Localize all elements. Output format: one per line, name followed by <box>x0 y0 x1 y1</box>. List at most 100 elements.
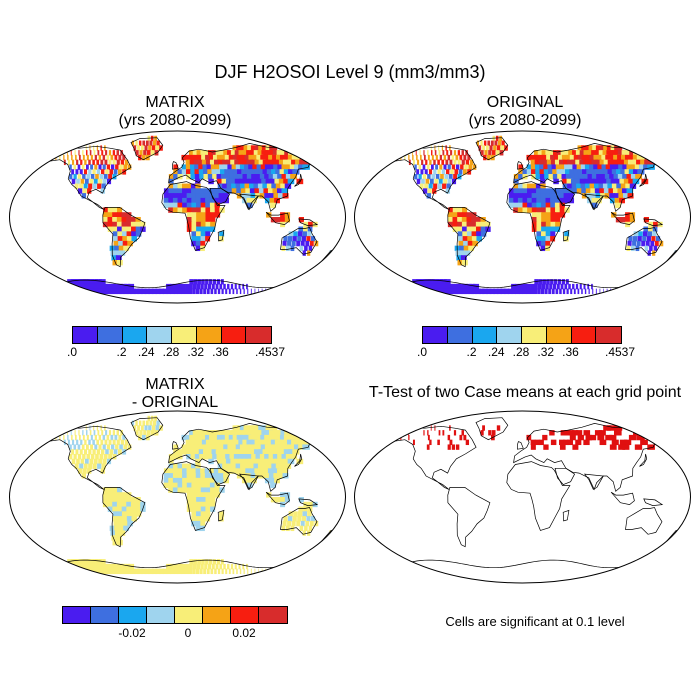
matrix-title-line1: MATRIX <box>145 94 205 111</box>
grid-cell <box>435 154 438 161</box>
grid-cell <box>73 444 77 450</box>
colorbar-matrix-ticks: .0.2.24.28.32.36.4537 <box>67 345 285 361</box>
grid-cell <box>457 212 463 218</box>
grid-cell <box>51 563 61 570</box>
grid-cell <box>575 178 582 185</box>
grid-cell <box>513 188 519 194</box>
grid-cell <box>256 164 264 170</box>
grid-cell <box>625 183 632 189</box>
grid-cell <box>603 188 610 194</box>
coastline <box>506 461 571 531</box>
grid-cell <box>404 283 414 290</box>
coastline <box>217 229 225 242</box>
coastline <box>643 498 664 506</box>
grid-cell <box>82 150 84 156</box>
grid-cell <box>204 468 211 474</box>
grid-cell <box>531 207 538 213</box>
grid-cell <box>284 497 291 503</box>
grid-cell <box>295 439 303 446</box>
grid-cell <box>104 439 108 446</box>
grid-cell <box>196 221 202 228</box>
grid-cell <box>270 439 278 446</box>
grid-cell <box>108 283 116 290</box>
grid-cell <box>556 169 563 175</box>
grid-cell <box>531 183 537 189</box>
grid-cell <box>112 492 118 498</box>
grid-cell <box>122 240 129 247</box>
grid-cell <box>264 193 271 199</box>
grid-cell <box>109 449 114 455</box>
grid-cell <box>264 477 271 484</box>
grid-cell <box>526 183 533 189</box>
grid-cell <box>241 449 248 455</box>
grid-cell <box>193 439 199 446</box>
grid-cell <box>213 468 220 474</box>
colorbar-swatch <box>246 327 271 343</box>
grid-cell <box>229 174 236 180</box>
grid-cell <box>121 217 127 223</box>
grid-cell <box>223 164 230 170</box>
grid-cell <box>420 154 422 161</box>
antarctica-coastline <box>43 559 318 569</box>
grid-cell <box>80 159 83 166</box>
grid-cell <box>191 207 197 213</box>
grid-cell <box>227 430 234 436</box>
grid-cell <box>254 449 261 455</box>
grid-cell <box>540 178 546 185</box>
grid-cell <box>100 159 104 166</box>
grid-cell <box>56 288 66 295</box>
grid-cell <box>631 288 634 295</box>
grid-cell <box>100 425 102 431</box>
grid-cell <box>69 454 73 460</box>
grid-cell <box>218 477 225 484</box>
grid-cell <box>429 178 434 185</box>
grid-cell <box>281 188 288 194</box>
grid-cell <box>536 221 542 228</box>
grid-cell <box>563 236 569 242</box>
grid-cell <box>223 473 229 479</box>
grid-cell <box>170 288 175 295</box>
grid-cell <box>621 188 629 194</box>
grid-cell <box>581 145 588 151</box>
grid-cell <box>218 236 224 242</box>
grid-cell <box>63 288 73 295</box>
grid-cell <box>232 288 235 295</box>
grid-cell <box>210 288 214 295</box>
grid-cell <box>205 221 211 228</box>
grid-cell <box>531 174 537 180</box>
grid-cell <box>262 463 269 469</box>
coastline <box>562 229 570 242</box>
grid-cell <box>220 434 227 441</box>
grid-cell <box>116 439 120 446</box>
grid-cell <box>262 439 270 446</box>
grid-cell <box>273 444 281 450</box>
grid-cell <box>585 154 593 161</box>
grid-cell <box>595 159 603 166</box>
grid-cell <box>206 288 210 295</box>
grid-cell <box>83 183 88 189</box>
grid-cell <box>80 458 85 465</box>
grid-cell <box>287 159 295 166</box>
grid-cell <box>288 231 294 237</box>
grid-cell <box>254 159 262 166</box>
grid-cell <box>258 568 259 575</box>
grid-cell <box>222 439 229 446</box>
grid-cell <box>96 145 99 151</box>
grid-cell <box>554 279 558 285</box>
grid-cell <box>200 468 206 474</box>
colorbar-tick-label: .4537 <box>254 345 286 359</box>
grid-cell <box>620 183 628 189</box>
grid-cell <box>250 145 259 151</box>
grid-cell <box>298 283 301 290</box>
grid-cell <box>544 174 550 180</box>
grid-cell <box>127 444 132 450</box>
grid-cell <box>59 430 60 436</box>
grid-cell <box>168 207 174 213</box>
grid-cell <box>83 449 88 455</box>
grid-cell <box>577 145 585 151</box>
grid-cell <box>458 240 465 247</box>
grid-cell <box>539 174 546 180</box>
grid-cell <box>288 511 294 517</box>
grid-cell <box>522 288 527 295</box>
grid-cell <box>478 288 485 295</box>
